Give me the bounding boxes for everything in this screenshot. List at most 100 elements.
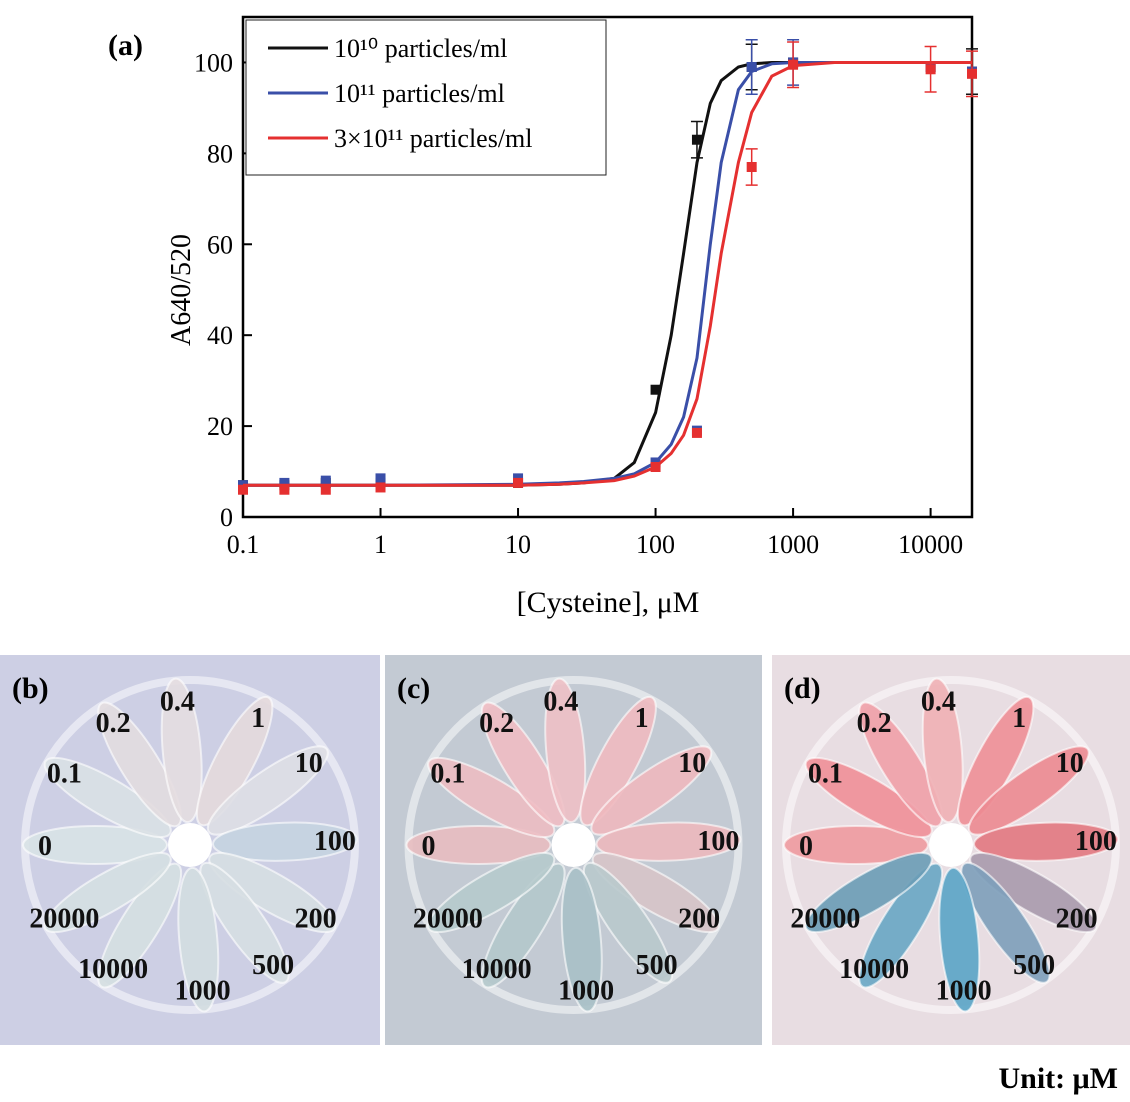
tube: [960, 861, 1051, 984]
tube-label: 10000: [839, 954, 909, 985]
tube-label: 0.1: [430, 759, 465, 790]
tube: [97, 862, 183, 989]
data-point: [925, 64, 936, 75]
tube-label: 200: [295, 904, 337, 935]
tube-label: 10: [295, 748, 323, 779]
data-point: [746, 162, 757, 172]
tube-label: 500: [252, 950, 294, 981]
x-tick-label: 0.1: [227, 530, 260, 559]
tube-label: 10: [1056, 748, 1084, 779]
y-tick-label: 80: [207, 139, 233, 168]
data-point: [238, 484, 248, 495]
tube-label: 20000: [29, 904, 99, 935]
x-tick-label: 1: [374, 530, 387, 559]
legend-label: 10¹¹ particles/ml: [334, 79, 505, 108]
tube-label: 10000: [462, 954, 532, 985]
data-point: [746, 62, 757, 72]
tube: [956, 695, 1035, 827]
tube-label: 500: [636, 950, 678, 981]
tube: [177, 866, 220, 1013]
tube: [211, 821, 358, 862]
data-point: [967, 68, 977, 79]
tube-label: 0.4: [543, 687, 578, 718]
x-tick-label: 1000: [767, 530, 819, 559]
tube: [969, 851, 1098, 934]
tube: [544, 677, 587, 824]
tube: [595, 821, 742, 862]
tube: [582, 861, 674, 984]
panel-label: (a): [108, 29, 143, 62]
tube-label: 10: [678, 748, 706, 779]
tube: [804, 756, 933, 839]
data-point: [375, 482, 386, 493]
tube: [591, 851, 720, 934]
tube: [427, 851, 556, 934]
data-point: [691, 427, 702, 438]
y-axis-label: A640/520: [166, 234, 197, 346]
tube-label: 0.4: [921, 687, 956, 718]
tube: [206, 745, 329, 836]
tube-label: 20000: [790, 904, 860, 935]
tube-label: 0.2: [479, 708, 514, 739]
tube: [804, 851, 933, 934]
tube: [560, 866, 603, 1013]
tube: [160, 677, 203, 824]
rack-hole: [929, 823, 973, 867]
panel-label: (b): [12, 672, 49, 705]
tube: [405, 825, 552, 865]
tube: [783, 825, 929, 865]
tube-label: 0.4: [160, 687, 195, 718]
tube: [43, 756, 172, 839]
data-point: [788, 59, 799, 70]
tube: [22, 825, 168, 865]
tube-label: 0.2: [857, 708, 892, 739]
tube-label: 0.1: [808, 759, 843, 790]
y-tick-label: 0: [220, 503, 233, 532]
tube: [427, 756, 556, 839]
tube: [858, 862, 944, 989]
data-point: [650, 384, 661, 395]
tube: [480, 701, 566, 828]
tube: [921, 677, 964, 824]
tube-label: 1000: [936, 975, 992, 1006]
legend-label: 10¹⁰ particles/ml: [334, 34, 507, 63]
y-tick-label: 100: [194, 48, 233, 77]
tube-label: 0: [38, 831, 52, 862]
tube-label: 200: [1056, 904, 1098, 935]
tube: [480, 862, 566, 989]
data-point: [320, 484, 331, 495]
tube: [972, 821, 1119, 862]
y-tick-label: 20: [207, 412, 233, 441]
tube-label: 0: [422, 831, 436, 862]
tube: [43, 851, 172, 934]
tube: [579, 695, 657, 827]
tube-label: 20000: [413, 904, 483, 935]
unit-note: Unit: μM: [999, 1062, 1119, 1095]
x-tick-label: 10: [505, 530, 531, 559]
tube: [97, 701, 183, 828]
tube-label: 500: [1013, 950, 1055, 981]
tube: [199, 861, 290, 984]
legend-label: 3×10¹¹ particles/ml: [334, 124, 533, 153]
data-point: [279, 477, 290, 488]
tube-label: 1: [251, 703, 265, 734]
legend-box: [245, 19, 607, 176]
x-tick-label: 100: [636, 530, 675, 559]
panel-label: (d): [784, 672, 821, 705]
tube-label: 0.1: [47, 759, 82, 790]
tube-label: 10000: [78, 954, 148, 985]
tube-label: 1: [635, 703, 649, 734]
fit-curve: [243, 61, 972, 487]
tube: [967, 745, 1090, 836]
tube: [938, 866, 981, 1013]
x-axis-label: [Cysteine], μM: [517, 586, 700, 619]
tube-label: 100: [697, 826, 739, 857]
tube-label: 0.2: [96, 708, 131, 739]
plot-frame: [241, 15, 974, 519]
rack-hole: [168, 823, 212, 867]
y-tick-label: 60: [207, 230, 233, 259]
data-point: [513, 477, 524, 488]
tube-label: 100: [314, 826, 356, 857]
tube: [858, 701, 944, 828]
